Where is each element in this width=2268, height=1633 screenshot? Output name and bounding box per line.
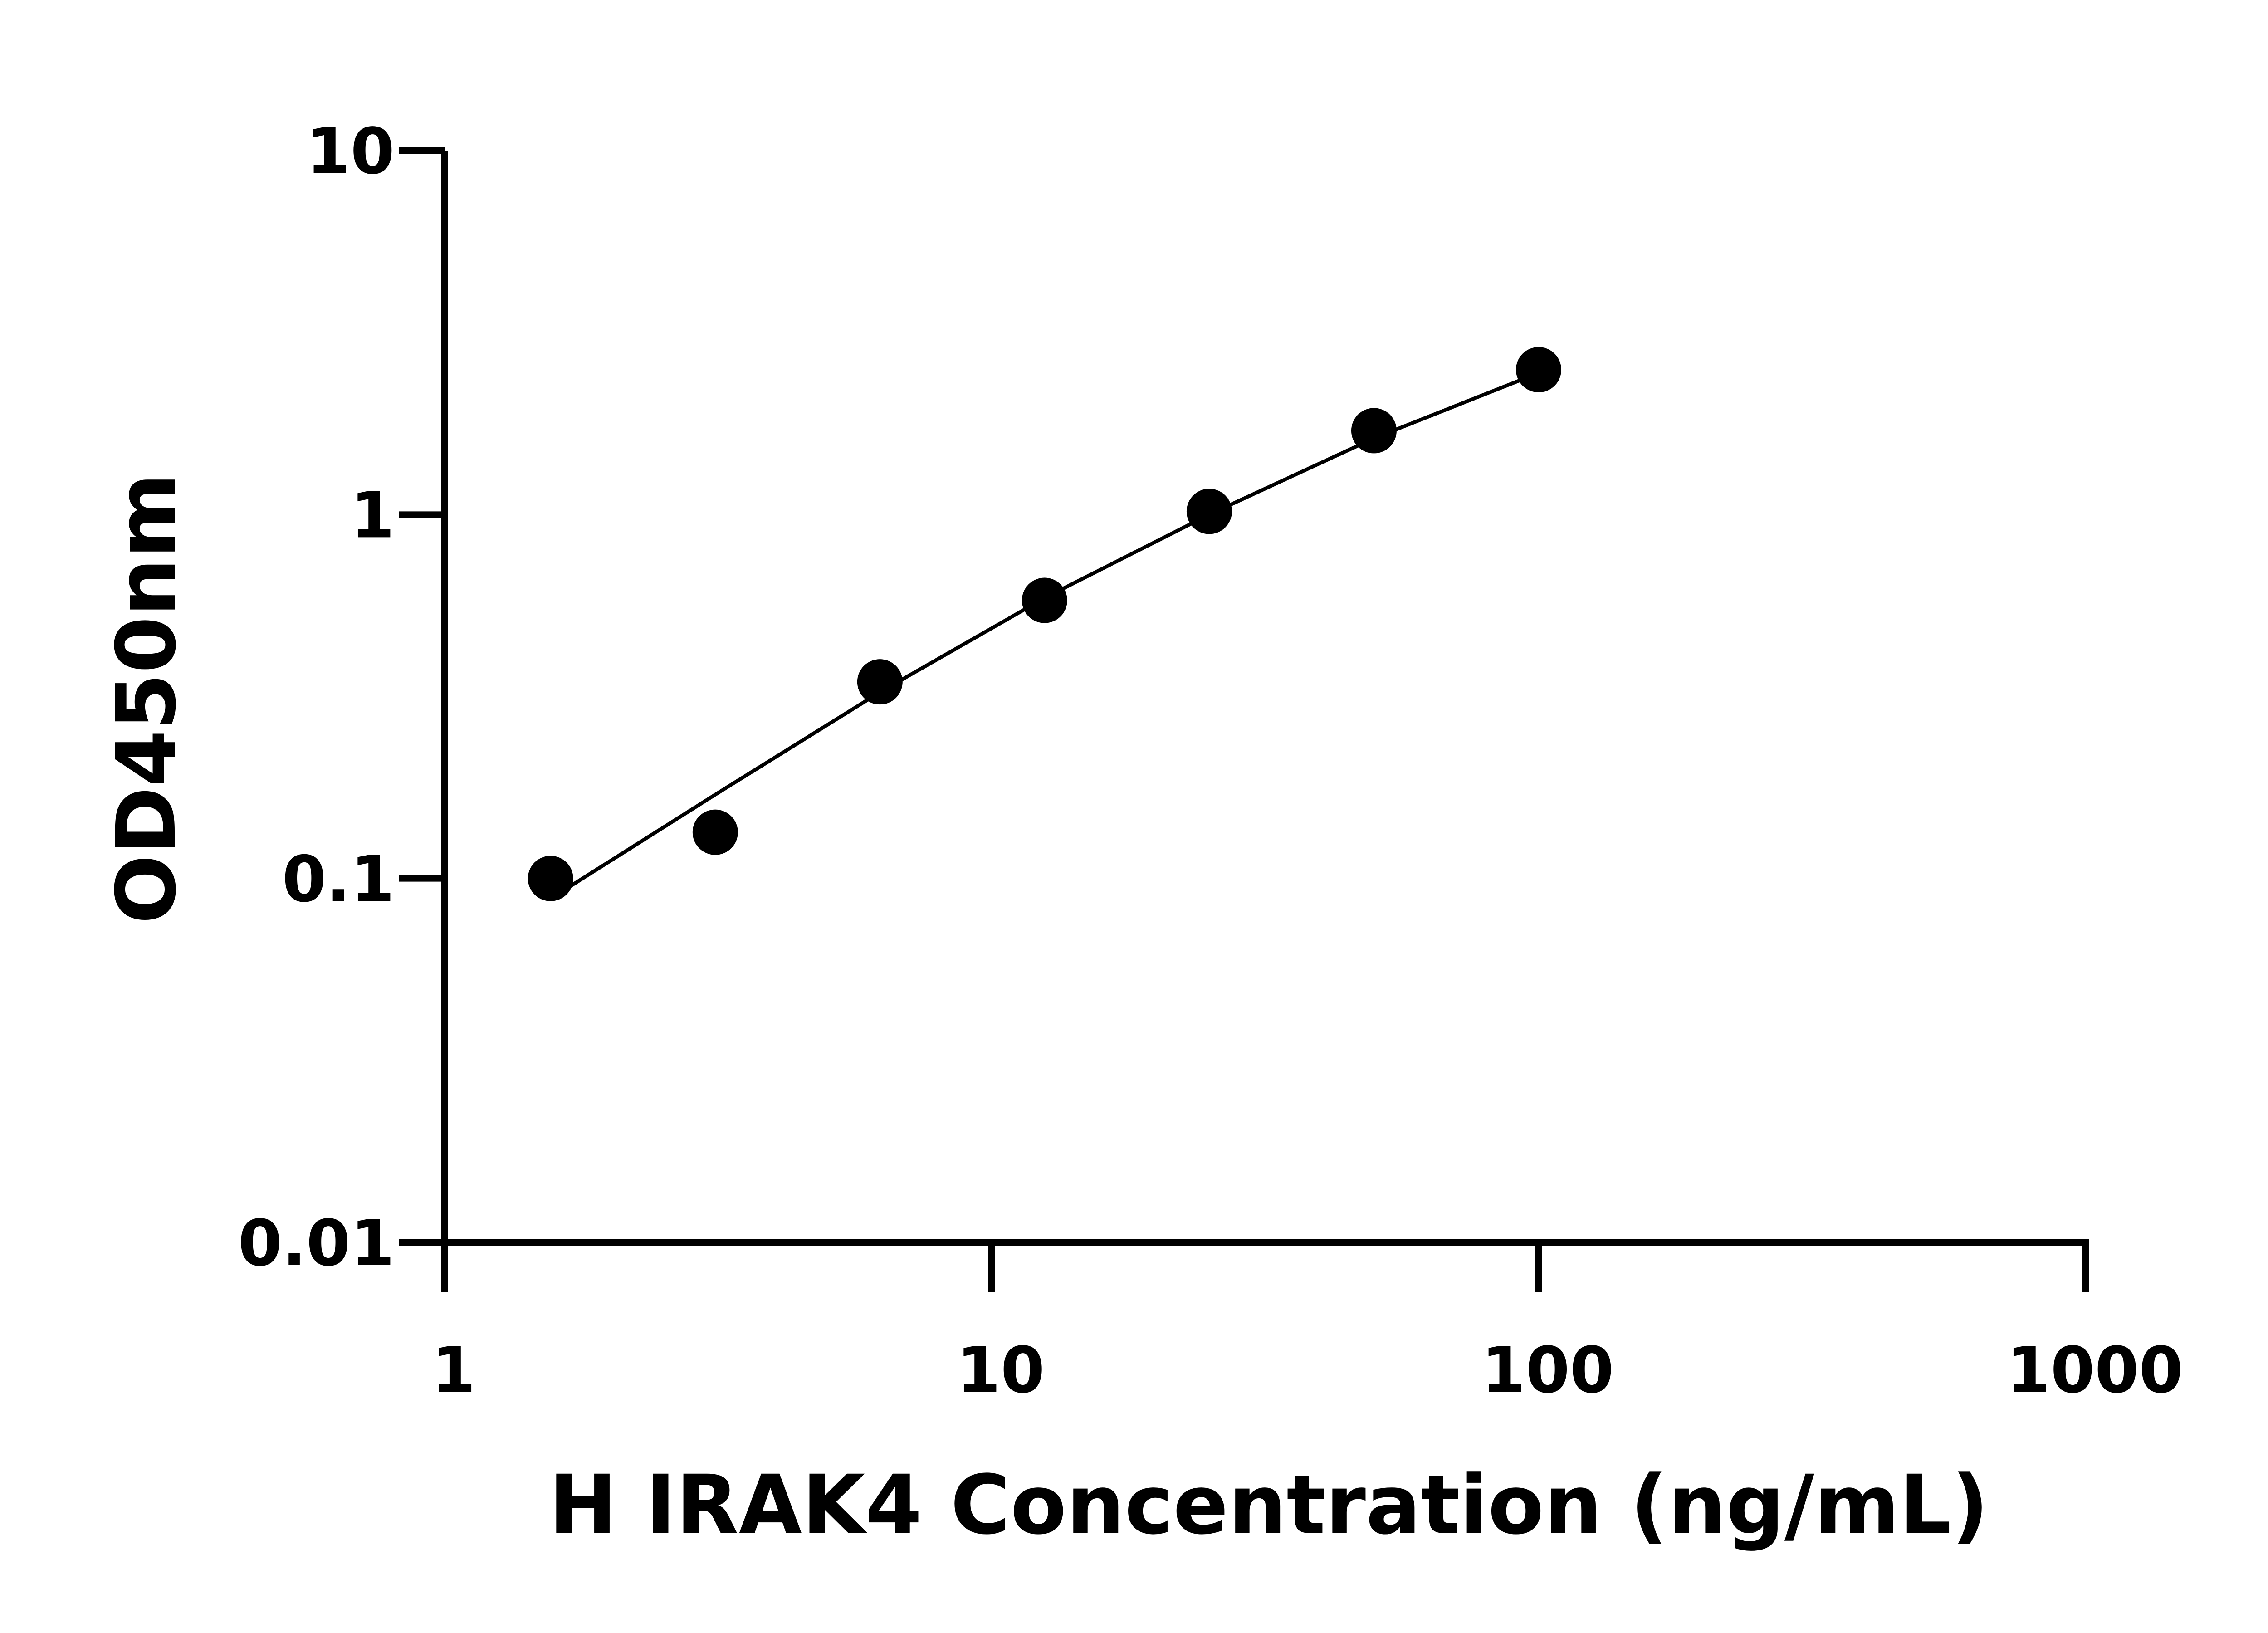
y-tick-label: 10 xyxy=(306,115,395,189)
data-point xyxy=(1351,408,1397,454)
data-points xyxy=(528,347,1561,901)
y-tick-label: 0.1 xyxy=(282,843,395,917)
y-tick-label: 1 xyxy=(351,479,395,552)
data-point xyxy=(692,809,738,855)
x-tick-label: 1 xyxy=(431,1334,475,1408)
data-point xyxy=(857,659,903,705)
data-point xyxy=(1186,489,1232,534)
axes: 1 10 100 1000 10 1 0.1 0.01 xyxy=(238,115,2183,1408)
x-tick-label: 1000 xyxy=(2006,1334,2183,1408)
data-point xyxy=(1022,577,1067,623)
y-tick-label: 0.01 xyxy=(238,1207,395,1281)
y-axis-title: OD450nm xyxy=(99,473,194,924)
data-point xyxy=(1516,347,1561,393)
x-tick-label: 100 xyxy=(1481,1334,1614,1408)
x-tick-label: 10 xyxy=(957,1334,1045,1408)
x-axis-title: H IRAK4 Concentration (ng/mL) xyxy=(549,1458,1989,1553)
data-point xyxy=(528,856,573,901)
